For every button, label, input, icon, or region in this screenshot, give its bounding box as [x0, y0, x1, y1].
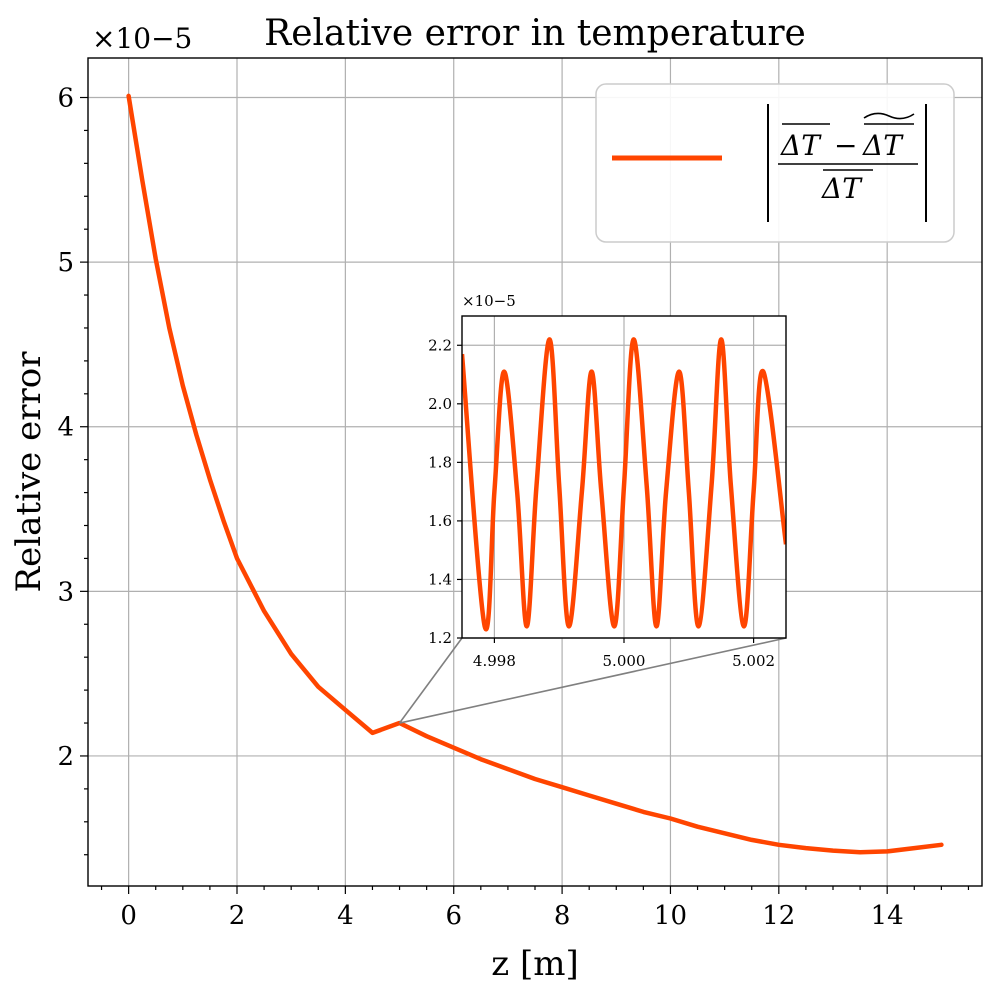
- x-tick-label: 6: [445, 901, 462, 931]
- legend-tilde: [863, 112, 915, 120]
- legend-den: ΔT: [821, 172, 863, 205]
- inset-y-tick-label: 2.0: [428, 395, 452, 413]
- main-line-group: [126, 93, 944, 855]
- x-tick-label: 4: [337, 901, 354, 931]
- y-axis-label: Relative error: [9, 351, 49, 593]
- inset-ticks: 4.998 5.000 5.002 1.2 1.4 1.6 1.8 2.0 2.2: [428, 336, 775, 670]
- inset-y-tick-label: 1.6: [428, 512, 452, 530]
- y-multiplier: ×10−5: [92, 22, 192, 55]
- zoom-connector: [398, 637, 787, 724]
- inset-y-tick-label: 1.4: [428, 570, 452, 588]
- inset-x-tick-label: 4.998: [473, 652, 516, 670]
- chart-title: Relative error in temperature: [264, 13, 806, 54]
- x-tick-label: 8: [554, 901, 571, 931]
- legend-box: [595, 83, 955, 243]
- y-tick-label: 4: [57, 413, 74, 443]
- x-tick-label: 0: [120, 901, 137, 931]
- series-line: [126, 93, 944, 855]
- inset-y-tick-label: 1.2: [428, 629, 452, 647]
- main-ticks: 0 2 4 6 8 10 12 14 2 3 4 5 6: [57, 84, 970, 931]
- legend: ΔT − ΔT ΔT: [595, 83, 955, 243]
- zoom-line-left: [398, 637, 463, 724]
- y-tick-label: 5: [57, 248, 74, 278]
- inset-x-tick-label: 5.002: [732, 652, 775, 670]
- legend-minus: −: [834, 129, 857, 162]
- x-axis-label: z [m]: [491, 944, 579, 984]
- legend-num-left: ΔT: [780, 129, 822, 162]
- inset-line-group: [462, 337, 786, 632]
- inset-x-tick-label: 5.000: [603, 652, 646, 670]
- x-tick-label: 10: [654, 901, 687, 931]
- y-tick-label: 6: [57, 84, 74, 114]
- legend-num-right: ΔT: [862, 129, 904, 162]
- inset-y-tick-label: 1.8: [428, 453, 452, 471]
- inset-y-multiplier: ×10−5: [462, 292, 516, 310]
- zoom-line-right: [399, 637, 787, 724]
- x-tick-label: 14: [871, 901, 904, 931]
- inset-y-tick-label: 2.2: [428, 336, 452, 354]
- legend-label: ΔT − ΔT ΔT: [767, 104, 927, 222]
- y-tick-label: 3: [57, 577, 74, 607]
- inset-series-line: [462, 337, 786, 632]
- x-tick-label: 12: [762, 901, 795, 931]
- y-tick-label: 2: [57, 742, 74, 772]
- x-tick-label: 2: [229, 901, 246, 931]
